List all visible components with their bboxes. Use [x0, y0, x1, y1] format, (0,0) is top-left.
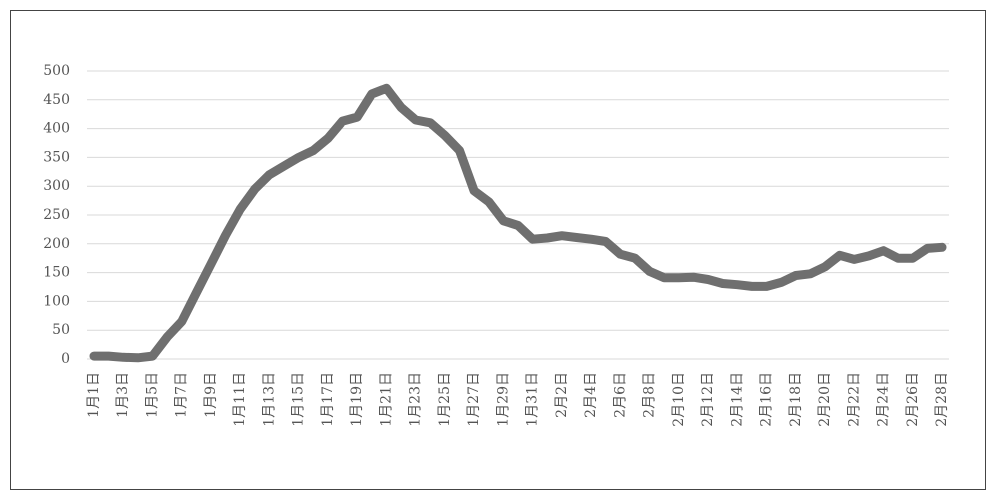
x-tick-label: 1月31日 [525, 372, 541, 427]
x-tick-label: 1月23日 [408, 372, 424, 427]
x-tick-label: 2月12日 [700, 372, 716, 427]
y-tick-label: 50 [52, 322, 70, 338]
y-tick-label: 300 [43, 178, 70, 194]
data-line [89, 83, 947, 363]
x-tick-label: 2月6日 [612, 372, 628, 418]
x-tick-label: 1月1日 [86, 372, 102, 418]
x-tick-label: 2月22日 [846, 372, 862, 427]
y-tick-label: 0 [61, 351, 70, 367]
x-tick-label: 2月26日 [905, 372, 921, 427]
y-tick-label: 250 [43, 207, 70, 223]
x-tick-label: 2月10日 [671, 372, 687, 427]
x-tick-label: 1月7日 [174, 372, 190, 418]
x-tick-label: 2月2日 [554, 372, 570, 418]
x-tick-label: 1月19日 [349, 372, 365, 427]
x-tick-label: 1月27日 [466, 372, 482, 427]
y-tick-label: 450 [43, 92, 70, 108]
x-tick-label: 2月24日 [876, 372, 892, 427]
x-tick-label: 2月14日 [729, 372, 745, 427]
x-tick-label: 1月15日 [291, 372, 307, 427]
x-tick-label: 2月16日 [759, 372, 775, 427]
x-tick-label: 2月8日 [642, 372, 658, 418]
x-tick-label: 1月29日 [495, 372, 511, 427]
x-tick-label: 1月25日 [437, 372, 453, 427]
y-tick-label: 100 [43, 293, 70, 309]
x-tick-label: 2月18日 [788, 372, 804, 427]
x-tick-label: 1月17日 [320, 372, 336, 427]
y-tick-label: 350 [43, 149, 70, 165]
x-tick-label: 2月4日 [583, 372, 599, 418]
y-tick-label: 200 [43, 236, 70, 252]
chart-frame [10, 10, 986, 490]
y-tick-label: 500 [43, 63, 70, 79]
x-tick-label: 1月3日 [115, 372, 131, 418]
x-tick-label: 1月13日 [261, 372, 277, 427]
x-tick-label: 2月28日 [934, 372, 950, 427]
x-tick-label: 1月9日 [203, 372, 219, 418]
x-tick-label: 1月5日 [144, 372, 160, 418]
x-tick-label: 1月11日 [232, 372, 248, 427]
x-tick-label: 2月20日 [817, 372, 833, 427]
x-tick-label: 1月21日 [378, 372, 394, 427]
y-tick-label: 400 [43, 121, 70, 137]
y-tick-label: 150 [43, 265, 70, 281]
